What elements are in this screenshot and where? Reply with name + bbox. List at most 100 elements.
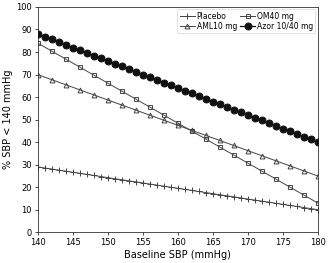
Placebo <box>36 165 39 169</box>
AML10 mg <box>148 114 152 117</box>
AML10 mg <box>309 172 313 175</box>
AML10 mg <box>162 119 165 122</box>
OM40 mg <box>246 161 250 165</box>
Azor 10/40 mg <box>99 57 103 60</box>
Azor 10/40 mg <box>266 122 270 125</box>
Placebo <box>106 176 110 179</box>
Azor 10/40 mg <box>239 111 242 114</box>
AML10 mg <box>57 80 61 84</box>
AML10 mg <box>232 144 236 147</box>
Placebo <box>127 179 131 182</box>
OM40 mg <box>155 109 159 113</box>
Azor 10/40 mg <box>274 124 278 128</box>
Placebo <box>91 174 95 177</box>
OM40 mg <box>294 189 298 193</box>
Azor 10/40 mg <box>204 97 208 100</box>
Azor 10/40 mg <box>246 114 250 117</box>
Line: Azor 10/40 mg: Azor 10/40 mg <box>34 31 321 146</box>
Legend: Placebo, AML10 mg, OM40 mg, Azor 10/40 mg: Placebo, AML10 mg, OM40 mg, Azor 10/40 m… <box>177 9 315 33</box>
Azor 10/40 mg <box>197 95 201 98</box>
OM40 mg <box>232 153 236 156</box>
AML10 mg <box>78 88 82 91</box>
Azor 10/40 mg <box>106 59 110 63</box>
OM40 mg <box>50 49 54 53</box>
AML10 mg <box>253 151 257 155</box>
AML10 mg <box>127 106 131 109</box>
Placebo <box>309 207 313 210</box>
Placebo <box>176 187 180 190</box>
AML10 mg <box>217 139 221 142</box>
AML10 mg <box>294 167 298 170</box>
AML10 mg <box>91 93 95 96</box>
OM40 mg <box>134 97 138 100</box>
Placebo <box>246 198 250 201</box>
AML10 mg <box>266 156 270 160</box>
Placebo <box>211 192 215 195</box>
Azor 10/40 mg <box>309 138 313 141</box>
Azor 10/40 mg <box>71 46 75 49</box>
OM40 mg <box>197 133 201 136</box>
OM40 mg <box>99 77 103 80</box>
Azor 10/40 mg <box>91 54 95 57</box>
OM40 mg <box>302 193 306 196</box>
OM40 mg <box>63 57 67 60</box>
OM40 mg <box>106 82 110 85</box>
AML10 mg <box>190 129 193 132</box>
Placebo <box>253 199 257 202</box>
Placebo <box>288 204 291 207</box>
Placebo <box>232 195 236 198</box>
Placebo <box>294 205 298 208</box>
AML10 mg <box>281 162 285 165</box>
OM40 mg <box>176 122 180 125</box>
AML10 mg <box>85 91 89 94</box>
OM40 mg <box>204 137 208 140</box>
OM40 mg <box>36 42 39 45</box>
OM40 mg <box>113 85 116 89</box>
Azor 10/40 mg <box>232 108 236 111</box>
AML10 mg <box>176 124 180 127</box>
OM40 mg <box>127 93 131 97</box>
Placebo <box>78 172 82 175</box>
Azor 10/40 mg <box>36 32 39 36</box>
Placebo <box>148 183 152 186</box>
Azor 10/40 mg <box>155 78 159 82</box>
AML10 mg <box>113 101 116 104</box>
OM40 mg <box>120 89 124 93</box>
OM40 mg <box>309 197 313 200</box>
Placebo <box>155 184 159 187</box>
AML10 mg <box>99 96 103 99</box>
AML10 mg <box>140 111 144 114</box>
OM40 mg <box>288 185 291 189</box>
OM40 mg <box>260 169 264 173</box>
Line: Placebo: Placebo <box>35 164 320 213</box>
Placebo <box>183 188 187 191</box>
OM40 mg <box>266 173 270 176</box>
Placebo <box>190 189 193 192</box>
OM40 mg <box>239 157 242 160</box>
Placebo <box>140 181 144 185</box>
AML10 mg <box>42 75 46 79</box>
OM40 mg <box>71 62 75 65</box>
Azor 10/40 mg <box>63 43 67 46</box>
Placebo <box>281 203 285 206</box>
AML10 mg <box>316 174 319 178</box>
Azor 10/40 mg <box>294 132 298 135</box>
OM40 mg <box>85 69 89 73</box>
AML10 mg <box>106 98 110 102</box>
Placebo <box>168 186 172 189</box>
OM40 mg <box>281 181 285 185</box>
OM40 mg <box>91 73 95 77</box>
OM40 mg <box>42 45 46 49</box>
AML10 mg <box>302 169 306 173</box>
Azor 10/40 mg <box>225 105 229 109</box>
Placebo <box>260 200 264 203</box>
AML10 mg <box>239 146 242 150</box>
Azor 10/40 mg <box>316 140 319 144</box>
Placebo <box>217 193 221 196</box>
Azor 10/40 mg <box>57 41 61 44</box>
OM40 mg <box>217 145 221 149</box>
Placebo <box>134 180 138 183</box>
OM40 mg <box>183 125 187 129</box>
Placebo <box>63 170 67 173</box>
OM40 mg <box>140 102 144 105</box>
